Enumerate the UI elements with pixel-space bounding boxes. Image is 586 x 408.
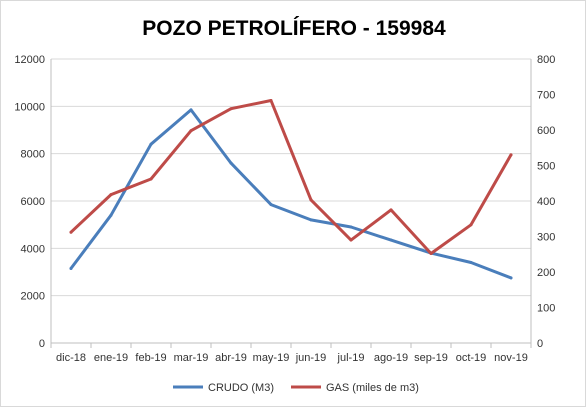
x-tick-label: ago-19 bbox=[374, 352, 408, 364]
data-point bbox=[109, 193, 113, 197]
y-right-tick-label: 500 bbox=[537, 161, 555, 173]
y-left-tick-label: 10000 bbox=[14, 101, 45, 113]
legend: CRUDO (M3) GAS (miles de m3) bbox=[173, 382, 419, 394]
data-point bbox=[109, 213, 113, 217]
data-point bbox=[269, 99, 273, 103]
y-right-tick-label: 0 bbox=[537, 338, 543, 350]
data-point bbox=[349, 238, 353, 242]
x-tick-label: mar-19 bbox=[174, 352, 209, 364]
x-tick-label: sep-19 bbox=[414, 352, 448, 364]
y-left-tick-label: 12000 bbox=[14, 54, 45, 66]
x-tick-label: abr-19 bbox=[215, 352, 247, 364]
data-point bbox=[269, 203, 273, 207]
y-right-tick-label: 100 bbox=[537, 303, 555, 315]
data-point bbox=[149, 177, 153, 181]
y-right-tick-label: 700 bbox=[537, 90, 555, 102]
data-point bbox=[229, 161, 233, 165]
series-line-crudo bbox=[69, 108, 513, 280]
data-point bbox=[389, 208, 393, 212]
data-point bbox=[349, 225, 353, 229]
data-point bbox=[69, 230, 73, 234]
x-tick-label: jun-19 bbox=[295, 352, 327, 364]
x-tick-label: feb-19 bbox=[135, 352, 166, 364]
legend-label: GAS (miles de m3) bbox=[326, 382, 419, 394]
legend-label: CRUDO (M3) bbox=[208, 382, 274, 394]
x-tick-label: oct-19 bbox=[456, 352, 487, 364]
gridlines bbox=[51, 58, 531, 344]
data-point bbox=[69, 266, 73, 270]
data-point bbox=[229, 107, 233, 111]
x-tick-label: dic-18 bbox=[56, 352, 86, 364]
x-tick-label: ene-19 bbox=[94, 352, 128, 364]
series-lines bbox=[69, 99, 513, 280]
y-right-tick-label: 800 bbox=[537, 54, 555, 66]
series-line-gas bbox=[69, 99, 513, 255]
y-left-tick-label: 4000 bbox=[21, 243, 45, 255]
data-point bbox=[189, 108, 193, 112]
y-right-tick-label: 400 bbox=[537, 196, 555, 208]
y-left-tick-label: 6000 bbox=[21, 196, 45, 208]
data-point bbox=[309, 198, 313, 202]
y-right-tick-label: 600 bbox=[537, 125, 555, 137]
x-tick-label: nov-19 bbox=[494, 352, 528, 364]
y-left-tick-label: 0 bbox=[39, 338, 45, 350]
data-point bbox=[469, 223, 473, 227]
data-point bbox=[469, 261, 473, 265]
data-point bbox=[429, 252, 433, 256]
x-tick-label: may-19 bbox=[253, 352, 290, 364]
data-point bbox=[509, 153, 513, 157]
y-right-tick-label: 200 bbox=[537, 267, 555, 279]
x-tick-label: jul-19 bbox=[337, 352, 365, 364]
chart-title: POZO PETROLÍFERO - 159984 bbox=[142, 17, 446, 40]
data-point bbox=[189, 129, 193, 133]
data-point bbox=[309, 218, 313, 222]
data-point bbox=[389, 238, 393, 242]
data-point bbox=[509, 276, 513, 280]
data-point bbox=[149, 142, 153, 146]
y-right-tick-label: 300 bbox=[537, 232, 555, 244]
y-left-tick-label: 2000 bbox=[21, 291, 45, 303]
axes: 0 2000 4000 6000 8000 10000 12000 0 100 200 300 400… bbox=[14, 54, 555, 364]
y-left-tick-label: 8000 bbox=[21, 149, 45, 161]
